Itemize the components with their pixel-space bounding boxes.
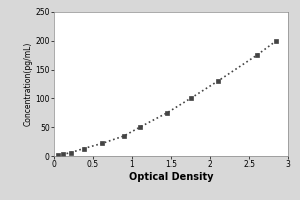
Y-axis label: Concentration(pg/mL): Concentration(pg/mL) (24, 42, 33, 126)
X-axis label: Optical Density: Optical Density (129, 172, 213, 182)
